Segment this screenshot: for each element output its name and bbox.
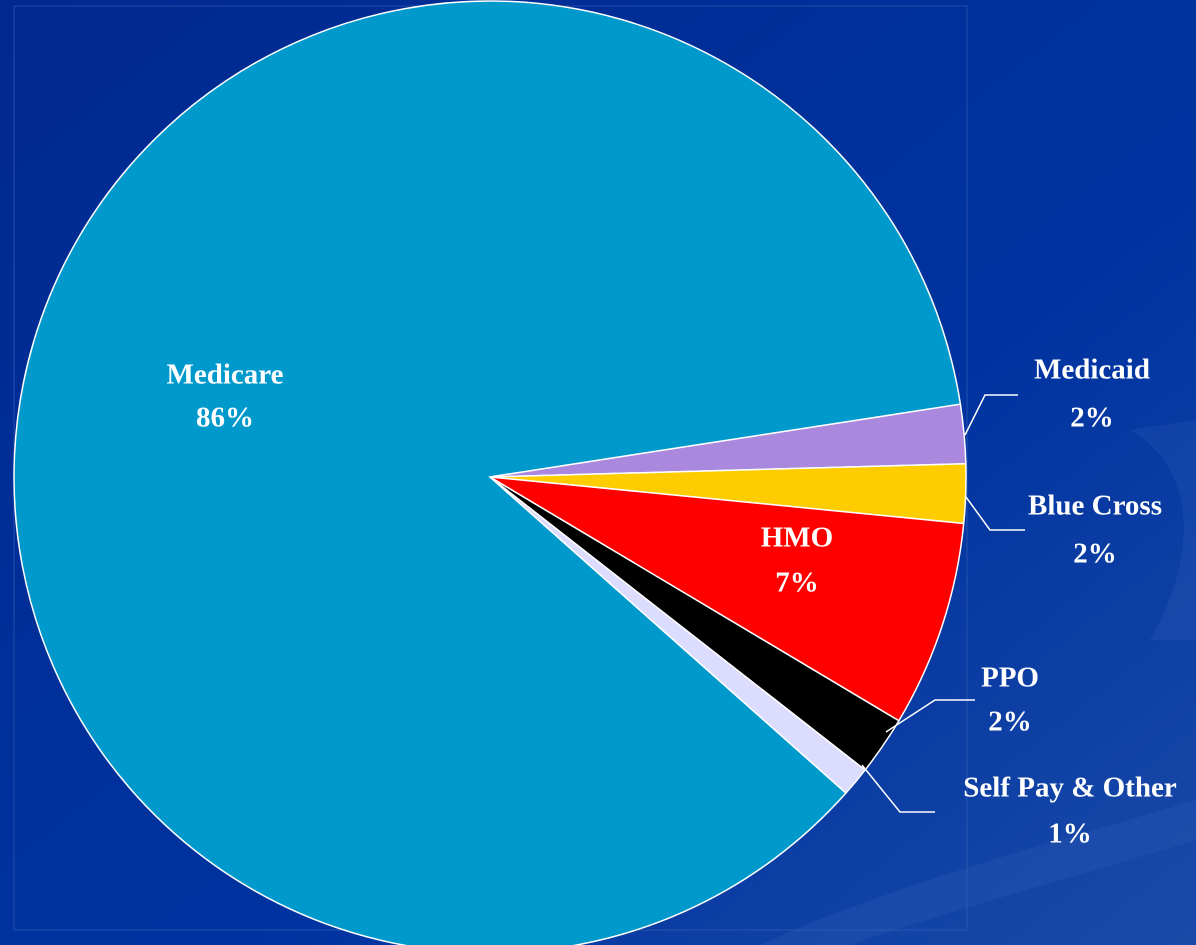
slice-value-label: 2%	[1070, 402, 1114, 434]
slice-label: HMO	[761, 522, 834, 554]
leader-line	[885, 699, 975, 733]
leader-line	[965, 496, 1025, 531]
slice-value-label: 7%	[775, 567, 819, 599]
leader-line	[964, 394, 1018, 436]
pie-slice	[489, 476, 867, 795]
slice-value-label: 2%	[988, 706, 1032, 738]
slice-value-label: 86%	[196, 402, 254, 434]
slice-label: Self Pay & Other	[963, 772, 1177, 804]
pie-slice	[489, 476, 965, 722]
pie-slice	[13, 0, 962, 945]
slice-label: Medicare	[166, 359, 283, 391]
slice-label: Medicaid	[1034, 354, 1150, 386]
leader-line	[861, 764, 935, 813]
labels: Medicare 86% Medicaid 2% Blue Cross 2% HMO 7% PP…	[166, 354, 1176, 850]
slice-value-label: 2%	[1073, 538, 1117, 570]
background-swoosh	[1130, 420, 1196, 640]
background-swoosh	[760, 800, 1196, 945]
pie	[13, 0, 967, 945]
slice-label: PPO	[981, 662, 1039, 694]
slice-value-label: 1%	[1048, 818, 1092, 850]
slice-label: Blue Cross	[1028, 490, 1162, 522]
